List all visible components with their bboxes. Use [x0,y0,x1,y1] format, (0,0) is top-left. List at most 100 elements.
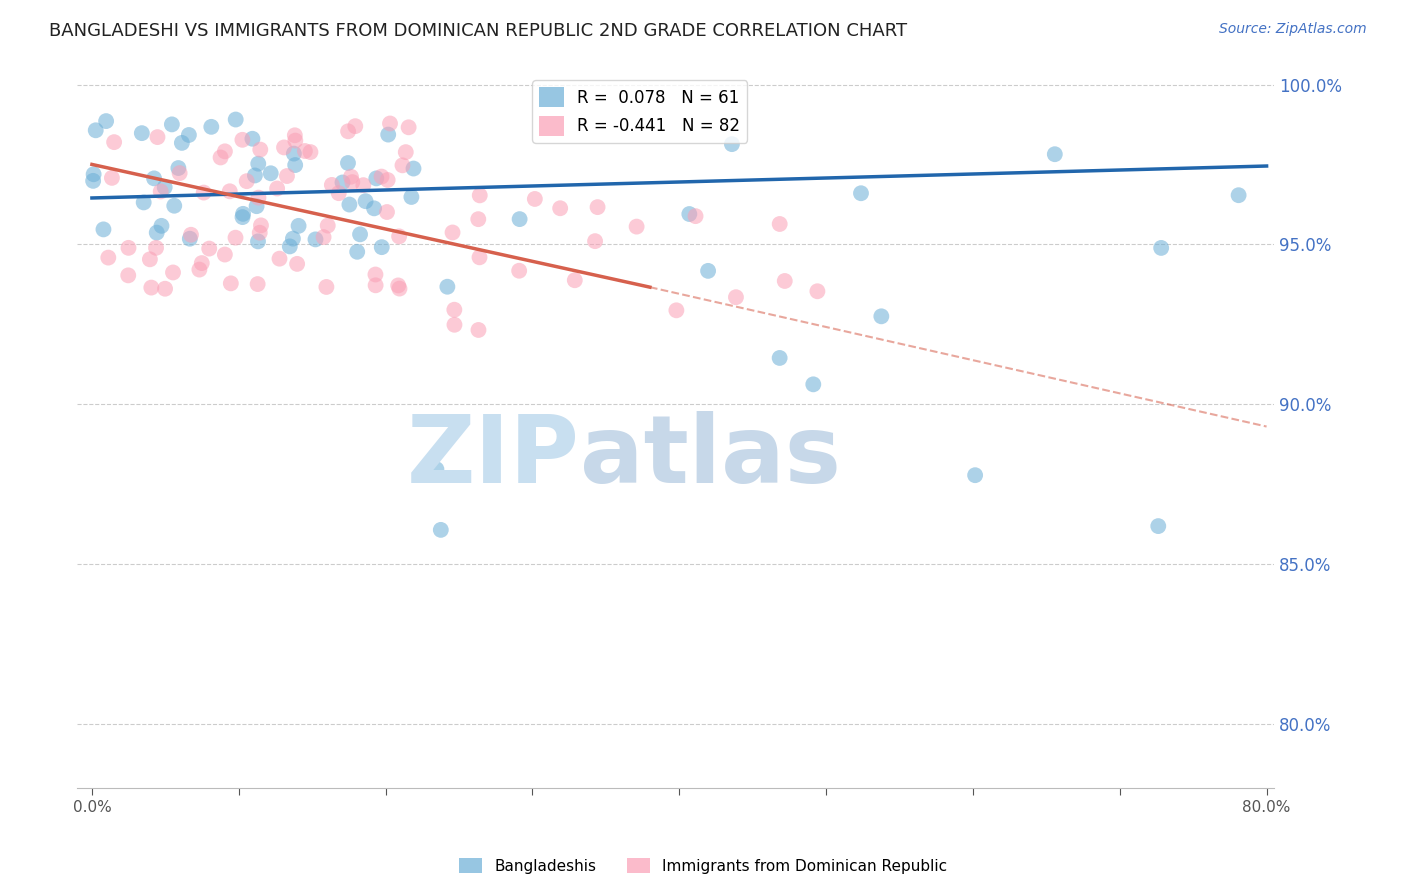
Point [145,241,167,255]
Point [354,194,377,209]
Point [849,186,872,201]
Point [94,114,117,128]
Point [467,212,489,227]
Point [402,161,425,176]
Point [387,278,409,293]
Point [332,176,354,190]
Point [375,205,398,219]
Point [97,251,120,265]
Point [364,268,387,282]
Point [364,278,387,293]
Point [139,252,162,267]
Point [352,178,374,193]
Point [146,130,169,145]
Point [247,235,270,249]
Point [141,280,163,294]
Point [586,200,609,214]
Point [200,120,222,134]
Point [153,282,176,296]
Text: BANGLADESHI VS IMMIGRANTS FROM DOMINICAN REPUBLIC 2ND GRADE CORRELATION CHART: BANGLADESHI VS IMMIGRANTS FROM DOMINICAN… [49,22,907,40]
Point [769,351,792,365]
Point [724,290,747,304]
Point [328,186,350,201]
Point [401,190,423,204]
Text: ZIP: ZIP [406,411,579,503]
Point [177,128,200,142]
Point [665,303,688,318]
Point [225,230,247,244]
Point [336,156,359,170]
Point [371,240,394,254]
Point [467,323,489,337]
Point [260,166,283,180]
Point [337,124,360,138]
Point [304,232,326,246]
Point [101,170,124,185]
Point [150,219,173,233]
Point [346,244,368,259]
Point [246,199,269,213]
Point [340,169,363,184]
Point [131,126,153,140]
Point [269,252,291,266]
Point [965,468,987,483]
Point [870,310,893,324]
Point [281,232,304,246]
Point [242,132,264,146]
Point [198,242,221,256]
Point [218,184,240,198]
Point [153,180,176,194]
Point [316,219,339,233]
Point [214,247,236,261]
Point [339,197,361,211]
Point [377,173,399,187]
Point [83,167,105,181]
Point [388,229,411,244]
Legend: Bangladeshis, Immigrants from Dominican Republic: Bangladeshis, Immigrants from Dominican … [453,852,953,880]
Point [284,128,307,143]
Point [209,151,232,165]
Point [468,250,491,264]
Point [366,171,388,186]
Point [1147,519,1170,533]
Point [163,199,186,213]
Point [243,169,266,183]
Point [583,234,606,248]
Point [697,264,720,278]
Point [806,285,828,299]
Point [508,264,530,278]
Point [523,192,546,206]
Point [395,145,418,160]
Point [312,230,335,244]
Point [342,175,364,189]
Legend: R =  0.078   N = 61, R = -0.441   N = 82: R = 0.078 N = 61, R = -0.441 N = 82 [533,80,747,143]
Point [214,145,236,159]
Point [84,123,107,137]
Point [370,169,392,184]
Point [443,318,465,332]
Point [344,119,367,133]
Point [315,280,337,294]
Point [170,136,193,150]
Point [246,277,269,291]
Point [145,226,167,240]
Point [82,174,104,188]
Point [443,302,465,317]
Point [193,186,215,200]
Point [250,219,273,233]
Point [769,217,792,231]
Point [266,181,288,195]
Point [391,158,413,172]
Point [773,274,796,288]
Point [231,210,253,224]
Point [287,219,309,233]
Point [509,212,531,227]
Point [425,462,447,476]
Point [378,116,401,130]
Point [377,128,399,142]
Point [247,191,270,205]
Point [160,117,183,131]
Point [564,273,586,287]
Point [363,202,385,216]
Point [117,268,139,283]
